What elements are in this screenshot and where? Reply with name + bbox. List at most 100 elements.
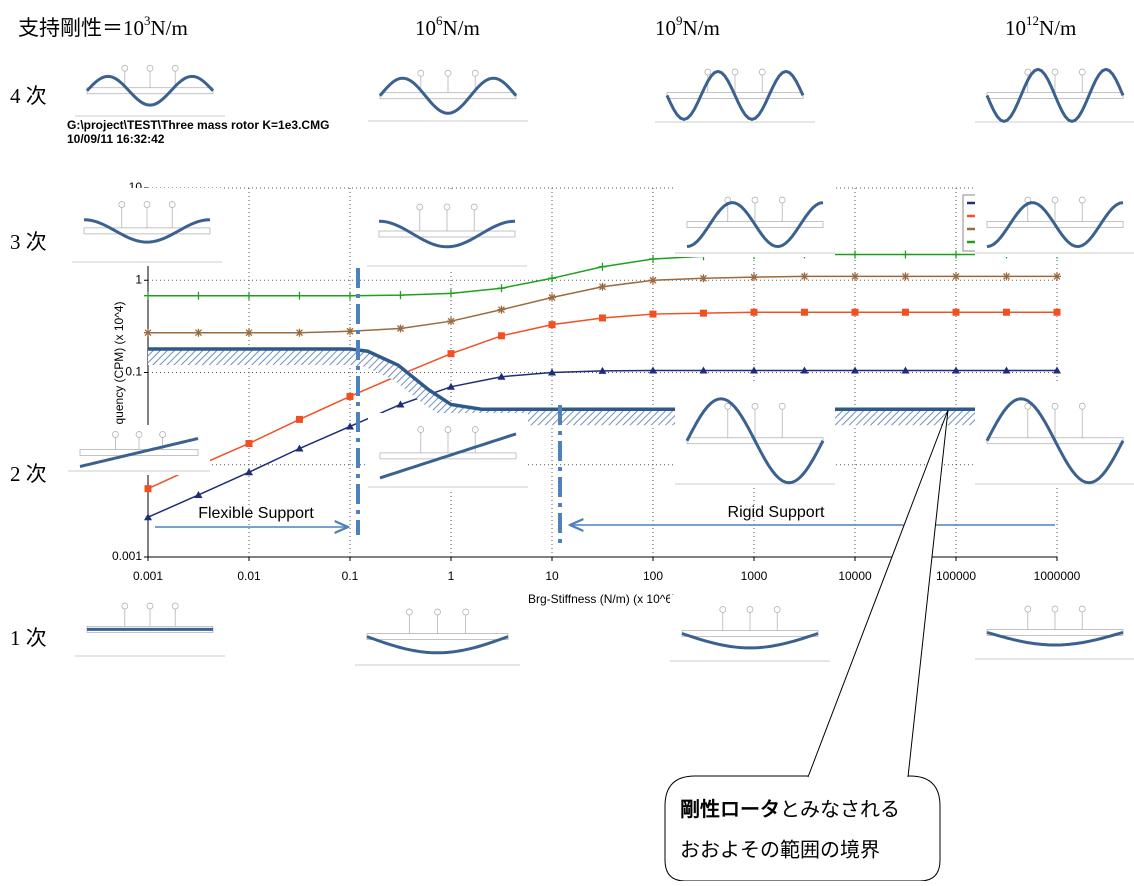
marker	[448, 350, 455, 357]
series-line	[148, 312, 1057, 488]
stiffness-unit: N/m	[151, 16, 188, 40]
marker	[447, 317, 455, 325]
mode-thumbnail	[75, 592, 225, 660]
marker	[1054, 309, 1061, 316]
stiffness-exp: 12	[1026, 13, 1039, 28]
mode-thumbnail	[367, 190, 527, 270]
mode-thumbnail	[670, 595, 830, 665]
marker	[649, 276, 657, 284]
marker	[498, 332, 505, 339]
callout-bubble	[665, 776, 940, 881]
marker	[800, 272, 808, 280]
y-axis-label: Frequency (CPM) (x 10^4)	[112, 301, 126, 442]
marker	[852, 309, 859, 316]
mode-thumbnail	[72, 188, 222, 266]
y-tick-label: 0.1	[125, 365, 142, 379]
thumb-bg	[975, 185, 1134, 257]
thumb-bg	[68, 425, 210, 475]
marker	[396, 324, 404, 332]
thumb-bg	[975, 383, 1134, 488]
callout-text: 剛性ロータとみなされる	[680, 798, 900, 821]
marker	[194, 292, 202, 300]
x-tick-label: 0.001	[133, 569, 163, 583]
marker	[497, 306, 505, 314]
stiffness-label: 109N/m	[655, 13, 720, 40]
mode-thumbnail	[975, 595, 1134, 663]
marker	[851, 272, 859, 280]
marker	[295, 292, 303, 300]
marker	[901, 251, 909, 259]
stiffness-unit: N/m	[443, 16, 480, 40]
stiffness-label: 106N/m	[415, 13, 480, 40]
x-tick-label: 100000	[936, 569, 976, 583]
marker	[1002, 272, 1010, 280]
marker	[295, 329, 303, 337]
marker	[144, 292, 152, 300]
rigid-label: Rigid Support	[728, 504, 826, 521]
marker	[599, 314, 606, 321]
marker	[1003, 309, 1010, 316]
mode-thumbnail	[675, 185, 835, 257]
callout-text: おおよその範囲の境界	[680, 839, 880, 862]
x-tick-label: 100	[643, 569, 663, 583]
x-axis-label: Brg-Stiffness (N/m) (x 10^6)	[528, 592, 676, 606]
stiffness-base: 10	[123, 16, 144, 40]
marker	[549, 321, 556, 328]
marker	[194, 329, 202, 337]
marker	[902, 309, 909, 316]
header-line: 10/09/11 16:32:42	[67, 132, 165, 146]
mode-label: 2 次	[10, 462, 47, 486]
marker	[347, 393, 354, 400]
stiffness-base: 10	[415, 16, 436, 40]
marker	[751, 309, 758, 316]
mode-thumbnail	[975, 383, 1134, 488]
stiffness-label: 1012N/m	[1005, 13, 1076, 40]
stiffness-unit: N/m	[1039, 16, 1076, 40]
marker	[952, 251, 960, 259]
marker	[396, 291, 404, 299]
marker	[901, 272, 909, 280]
mode-thumbnail	[675, 383, 835, 488]
stiffness-unit: N/m	[683, 16, 720, 40]
marker	[649, 255, 657, 263]
header-line: G:\project\TEST\Three mass rotor K=1e3.C…	[67, 118, 329, 132]
marker	[447, 289, 455, 297]
marker	[346, 292, 354, 300]
x-tick-label: 0.01	[237, 569, 261, 583]
marker	[699, 274, 707, 282]
marker	[145, 485, 152, 492]
mode-thumbnail	[975, 58, 1134, 126]
stiffness-base: 10	[1005, 16, 1026, 40]
marker	[548, 274, 556, 282]
mode-label: 1 次	[10, 626, 47, 650]
marker	[144, 329, 152, 337]
mode-thumbnail	[368, 413, 528, 491]
marker	[1053, 272, 1061, 280]
mode-thumbnail	[68, 425, 210, 475]
x-tick-label: 1	[448, 569, 455, 583]
mode-thumbnail	[655, 58, 815, 126]
marker	[750, 273, 758, 281]
stiffness-label: 支持剛性＝103N/m	[18, 13, 188, 40]
mode-thumbnail	[975, 185, 1134, 257]
stiffness-base: 10	[655, 16, 676, 40]
marker	[650, 311, 657, 318]
marker	[296, 416, 303, 423]
marker	[598, 283, 606, 291]
marker	[246, 440, 253, 447]
mode-thumbnail	[355, 597, 520, 669]
y-tick-label: 0.001	[112, 549, 142, 563]
callout-rest: とみなされる	[780, 799, 900, 821]
marker	[245, 292, 253, 300]
page: {"chart_data":{"type":"line", "header":[…	[0, 0, 1134, 881]
x-tick-label: 10	[545, 569, 559, 583]
thumb-bg	[975, 595, 1134, 663]
marker	[952, 272, 960, 280]
mode-thumbnail	[75, 55, 225, 120]
marker	[598, 263, 606, 271]
x-tick-label: 1000000	[1034, 569, 1081, 583]
chart: G:\project\TEST\Three mass rotor K=1e3.C…	[0, 0, 1134, 881]
flexible-label: Flexible Support	[198, 505, 314, 522]
x-tick-label: 1000	[741, 569, 768, 583]
marker	[851, 251, 859, 259]
